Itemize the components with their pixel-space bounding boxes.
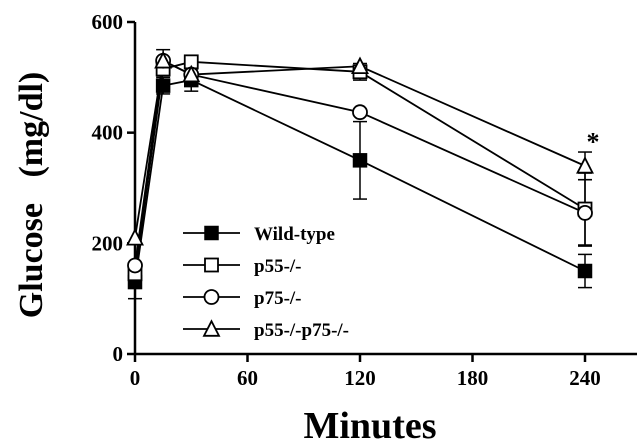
y-tick-label: 0 [113, 342, 124, 366]
data-series [126, 48, 594, 300]
marker-filled-square [352, 153, 368, 168]
significance-asterisk: * [587, 128, 600, 157]
x-tick-label: 60 [237, 366, 258, 390]
marker-open-triangle [576, 156, 594, 174]
marker-open-triangle [351, 56, 369, 74]
legend-label: p55-/- [254, 256, 302, 277]
x-axis-title: Minutes [304, 405, 437, 447]
marker-open-triangle [202, 319, 221, 337]
x-tick-label: 0 [130, 366, 141, 390]
marker-filled-square [577, 263, 593, 279]
marker-filled-square [155, 78, 171, 93]
x-tick-label: 120 [344, 366, 376, 390]
marker-open-triangle [182, 64, 201, 83]
x-tick-label: 240 [569, 366, 601, 390]
marker-open-circle [577, 204, 593, 221]
y-tick-label: 400 [92, 121, 124, 145]
y-tick-label: 600 [92, 10, 124, 34]
marker-filled-square [204, 225, 219, 241]
ticks: 0 200 400 600 0 60 120 180 240 [92, 10, 601, 390]
marker-open-square [204, 257, 219, 273]
legend-label: p75-/- [254, 288, 302, 309]
marker-open-triangle [154, 50, 173, 69]
y-tick-label: 200 [92, 231, 124, 255]
legend-label: Wild-type [254, 224, 335, 245]
x-tick-label: 180 [457, 366, 489, 390]
marker-open-circle [127, 257, 143, 274]
legend-label: p55-/-p75-/- [254, 320, 349, 341]
marker-open-circle [203, 289, 220, 305]
marker-open-circle [352, 104, 368, 121]
y-axis-title: Glucose (mg/dl) [13, 72, 50, 318]
marker-open-triangle [126, 228, 144, 246]
